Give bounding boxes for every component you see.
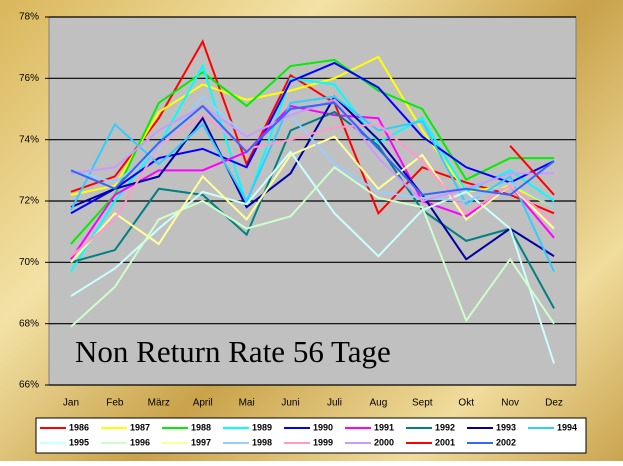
x-tick-label: Jan [63,398,79,409]
legend-label: 1992 [435,422,455,432]
x-tick-label: Feb [106,398,124,409]
legend-label: 1990 [313,422,333,432]
legend-label: 2002 [496,437,516,447]
y-tick-label: 66% [19,380,39,391]
legend-label: 1988 [191,422,211,432]
x-tick-label: Dez [545,398,563,409]
series-line [70,110,555,309]
series-line [70,58,555,245]
series-line [70,104,555,260]
series-line [70,61,555,215]
legend-label: 1994 [557,422,577,432]
series-line [70,55,555,209]
series-line [70,95,555,261]
annotation: Non Return Rate 56 Tage [75,334,391,369]
series-line [70,135,555,263]
x-tick-label: April [193,398,213,409]
series-line [70,101,555,196]
legend-label: 1997 [191,437,211,447]
legend-label: 1987 [130,422,150,432]
x-tick-label: März [148,398,170,409]
legend-label: 2001 [435,437,455,447]
legend-label: 2000 [374,437,394,447]
y-tick-label: 74% [19,134,39,145]
series-line [70,113,555,257]
series-line [70,95,555,209]
legend-label: 1989 [252,422,272,432]
legend-box [35,417,587,454]
legend-label: 1986 [69,422,89,432]
y-tick-label: 78% [19,12,39,23]
series-line [70,39,555,216]
x-tick-label: Sept [412,398,433,409]
legend-label: 1993 [496,422,516,432]
y-tick-label: 68% [19,318,39,329]
y-tick-label: 70% [19,257,39,268]
legend-label: 1996 [130,437,150,447]
x-tick-label: Aug [369,398,387,409]
legend-label: 1998 [252,437,272,447]
y-tick-label: 76% [19,73,39,84]
series-line [70,98,555,203]
legend-label: 1995 [69,437,89,447]
y-tick-label: 72% [19,196,39,207]
legend-label: 1999 [313,437,333,447]
series-line [70,165,555,328]
x-tick-label: Juni [281,398,299,409]
x-tick-label: Juli [327,398,342,409]
x-tick-label: Okt [458,398,474,409]
x-tick-label: Nov [501,398,519,409]
x-tick-label: Mai [239,398,255,409]
legend-label: 1991 [374,422,394,432]
series-line [509,145,555,196]
